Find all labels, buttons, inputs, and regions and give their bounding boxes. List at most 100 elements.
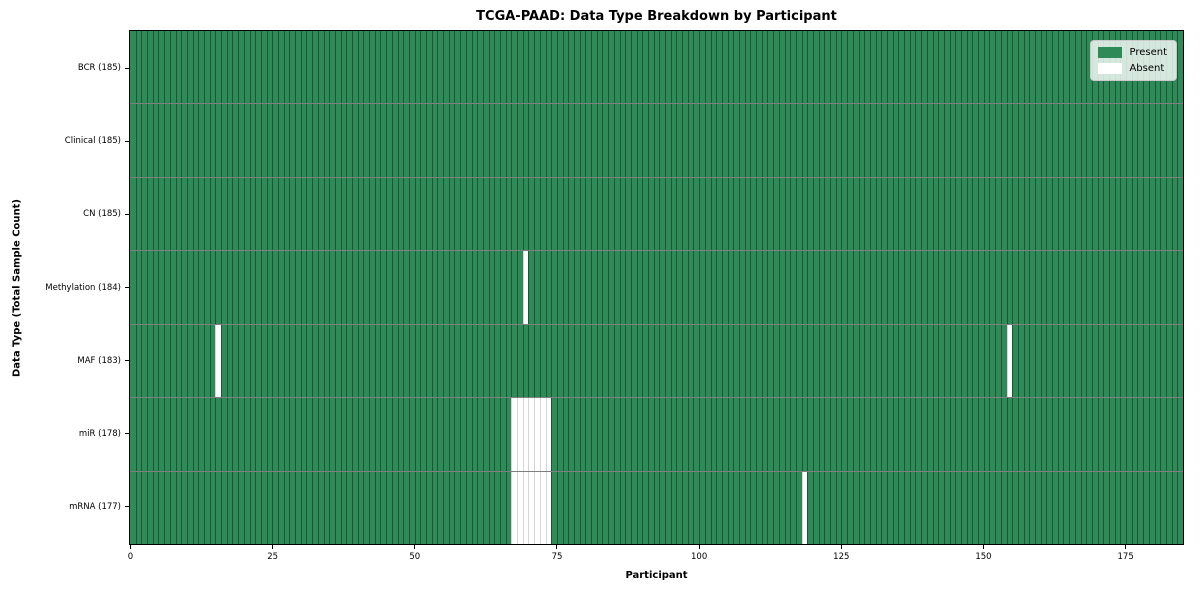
heatmap-cell [255,471,261,544]
heatmap-cell [710,471,717,544]
heatmap-cell [699,177,705,251]
heatmap-cell [591,177,597,251]
heatmap-cell [687,31,694,104]
heatmap-cell [881,177,888,251]
x-tick-label: 75 [551,552,563,562]
heatmap-cell [460,251,466,324]
heatmap-cell [551,324,557,398]
heatmap-cell [727,398,734,471]
heatmap-cell [277,251,284,324]
heatmap-cell [665,31,671,104]
heatmap-cell [864,104,870,177]
heatmap-cell [260,471,267,544]
heatmap-cell [181,177,187,251]
heatmap-cell [175,398,182,471]
heatmap-cell [198,471,204,544]
heatmap-cell [1086,251,1092,324]
heatmap-cell [289,398,296,471]
heatmap-cell [448,398,455,471]
heatmap-cell [830,471,836,544]
heatmap-cell [454,251,461,324]
heatmap-cell [670,177,677,251]
heatmap-cell [807,398,814,471]
heatmap-cell [932,398,939,471]
heatmap-cell [169,104,176,177]
heatmap-cell [1154,177,1161,251]
heatmap-cell [243,471,250,544]
heatmap-cell [1143,177,1149,251]
heatmap-cell [778,31,785,104]
heatmap-cell [608,104,614,177]
heatmap-cell [716,104,722,177]
heatmap-cell [773,177,779,251]
heatmap-cell [460,324,466,398]
heatmap-cell [995,324,1001,398]
heatmap-cell [949,251,956,324]
heatmap-cell [1069,324,1075,398]
heatmap-cell [881,471,888,544]
heatmap-cell [198,251,204,324]
heatmap-cell [892,398,899,471]
heatmap-cell [329,251,335,324]
heatmap-cell [443,251,449,324]
heatmap-cell [499,324,506,398]
heatmap-cell [448,471,455,544]
heatmap-cell [619,471,626,544]
heatmap-cell [670,324,677,398]
heatmap-cell [699,251,705,324]
heatmap-cell [312,104,318,177]
heatmap-cell [670,251,677,324]
heatmap-cell [1143,471,1149,544]
heatmap-cell [135,398,142,471]
heatmap-cell [221,31,227,104]
heatmap-cell [602,324,609,398]
heatmap-cell [733,471,740,544]
heatmap-cell [665,251,671,324]
heatmap-cell [431,177,438,251]
heatmap-cell [499,398,506,471]
heatmap-cell [983,324,990,398]
heatmap-cell [818,398,825,471]
heatmap-cell [169,471,176,544]
heatmap-cell [978,471,984,544]
heatmap-cell [699,31,705,104]
heatmap-cell [1091,251,1098,324]
heatmap-cell [682,251,688,324]
heatmap-cell [1012,177,1018,251]
heatmap-cell [1177,471,1183,544]
heatmap-cell [1035,177,1041,251]
heatmap-cell [181,398,187,471]
legend-item-absent: Absent [1098,63,1167,74]
heatmap-cell [1052,104,1058,177]
heatmap-cell [761,177,768,251]
y-tick-mark [125,360,129,362]
heatmap-cell [596,471,603,544]
heatmap-cell [380,104,387,177]
heatmap-cell [539,471,546,544]
heatmap-cell [841,31,848,104]
heatmap-cell [795,398,802,471]
x-tick-label: 150 [975,552,992,562]
heatmap-cell [983,177,990,251]
heatmap-cell [1069,177,1075,251]
absent-swatch [1098,63,1123,74]
heatmap-row-clinical [130,103,1183,177]
heatmap-cell [596,104,603,177]
heatmap-cell [710,398,717,471]
heatmap-cell [488,177,495,251]
heatmap-cell [739,177,745,251]
heatmap-cell [334,31,341,104]
heatmap-cell [659,398,666,471]
heatmap-cell [699,104,705,177]
heatmap-cell [573,471,580,544]
heatmap-cell [727,251,734,324]
heatmap-cell [852,251,859,324]
heatmap-cell [972,324,979,398]
heatmap-cell [619,104,626,177]
heatmap-cell [665,398,671,471]
x-tick-mark [1125,545,1127,549]
heatmap-cell [1091,104,1098,177]
heatmap-cell [397,177,404,251]
heatmap-cell [391,324,398,398]
heatmap-cell [1006,251,1013,324]
